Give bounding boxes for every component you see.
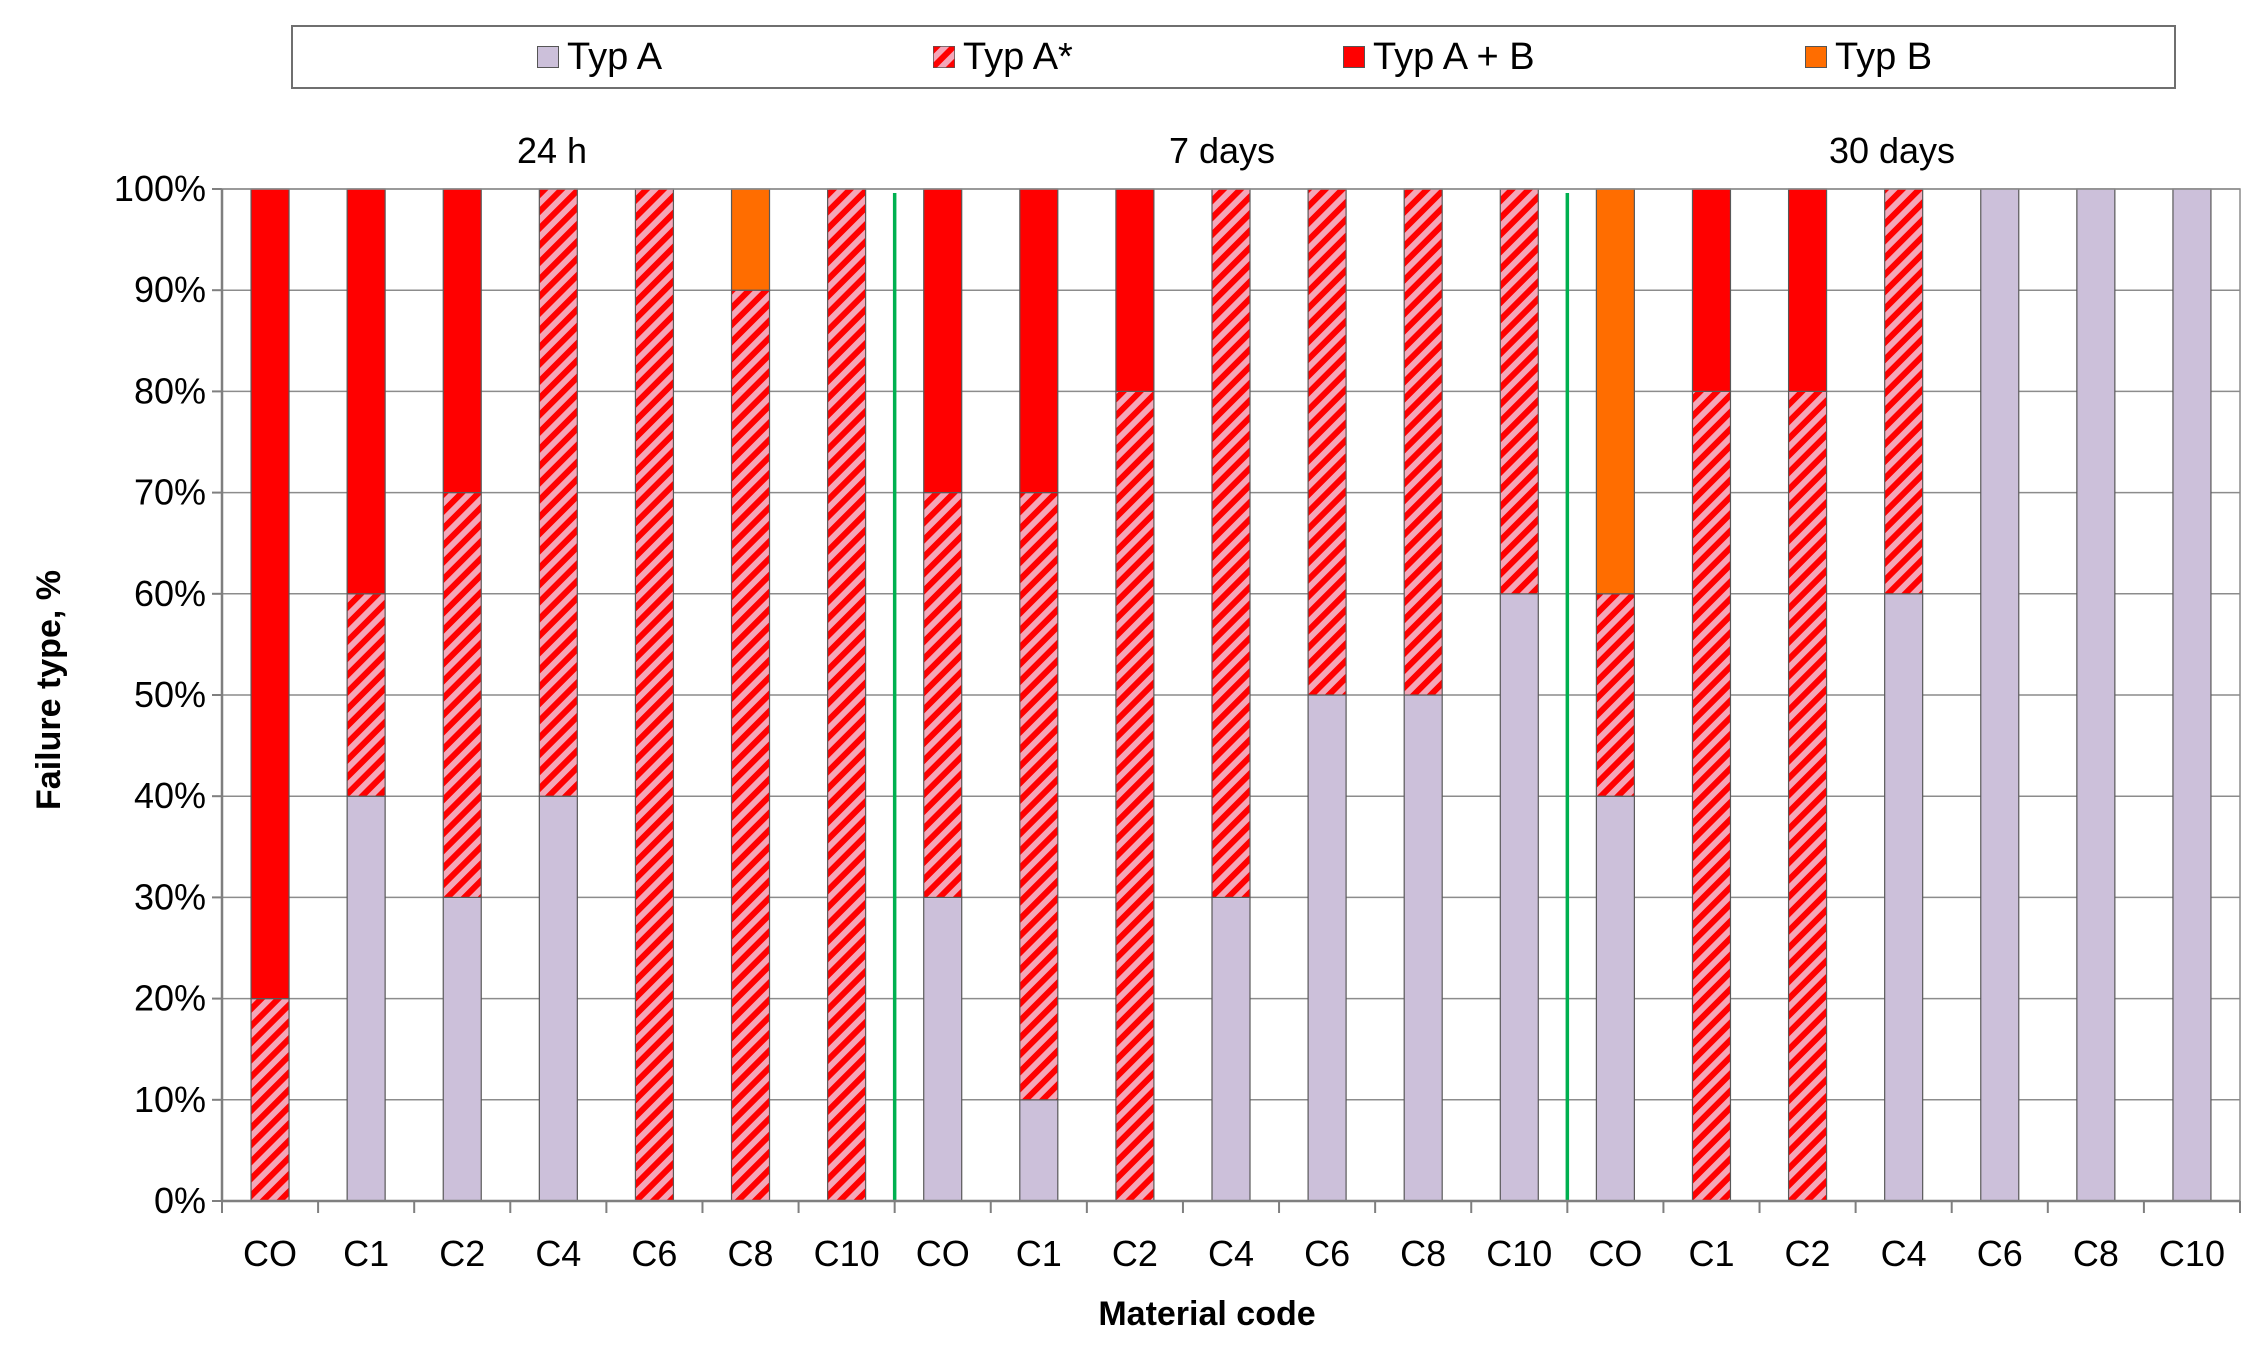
bar-segment-typ-a-9 xyxy=(1115,390,1155,1202)
bar-segment-typ-a-12 xyxy=(1403,694,1443,1202)
legend-label-typ-a: Typ A xyxy=(567,35,663,78)
y-tick-label: 10% xyxy=(134,1079,206,1120)
axes xyxy=(220,188,2241,1213)
y-tick-label: 100% xyxy=(114,168,206,209)
legend: Typ A Typ A* Typ A + B Typ B xyxy=(291,25,2176,89)
x-tick-label: C4 xyxy=(535,1233,581,1274)
bar-segment-typ-a-b-9 xyxy=(1115,188,1155,392)
bar-segment-typ-a-7 xyxy=(923,896,963,1202)
x-tick-label: C1 xyxy=(1016,1233,1062,1274)
legend-label-typ-a-b: Typ A + B xyxy=(1373,35,1535,78)
x-tick-label: CO xyxy=(243,1233,297,1274)
bar-segment-typ-a-11 xyxy=(1307,188,1347,696)
bar-segment-typ-a-b-0 xyxy=(250,188,290,1000)
bar-segment-typ-a-18 xyxy=(1980,188,2020,1202)
x-tick-label: C10 xyxy=(2159,1233,2225,1274)
x-axis-title: Material code xyxy=(1098,1295,1315,1333)
x-tick-label: C8 xyxy=(2073,1233,2119,1274)
x-tick-label: C4 xyxy=(1881,1233,1927,1274)
x-tick-label: C8 xyxy=(1400,1233,1446,1274)
x-tick-label: C6 xyxy=(631,1233,677,1274)
y-tick-label: 70% xyxy=(134,472,206,513)
bars xyxy=(250,188,2212,1202)
bar-segment-typ-a-17 xyxy=(1884,188,1924,595)
y-tick-label: 40% xyxy=(134,775,206,816)
bar-segment-typ-a-11 xyxy=(1307,694,1347,1202)
legend-item-typ-a: Typ A xyxy=(537,27,662,87)
y-tick-label: 20% xyxy=(134,978,206,1019)
legend-item-typ-a-star: Typ A* xyxy=(933,27,1073,87)
x-tick-label: C10 xyxy=(814,1233,880,1274)
bar-segment-typ-a-16 xyxy=(1787,390,1828,1202)
group-labels: 24 h 7 days 30 days xyxy=(517,130,1955,171)
legend-item-typ-a-b: Typ A + B xyxy=(1343,27,1535,87)
bar-segment-typ-a-b-16 xyxy=(1787,188,1828,392)
group-label: 24 h xyxy=(517,130,587,171)
bar-segment-typ-a-19 xyxy=(2076,188,2116,1202)
y-tick-label: 60% xyxy=(134,573,206,614)
legend-swatch-typ-a-b xyxy=(1343,46,1365,68)
legend-swatch-typ-b xyxy=(1805,46,1827,68)
x-tick-label: C6 xyxy=(1304,1233,1350,1274)
bar-segment-typ-a-20 xyxy=(2172,188,2212,1202)
x-tick-label: C1 xyxy=(1688,1233,1734,1274)
x-tick-label: CO xyxy=(916,1233,970,1274)
bar-segment-typ-a-14 xyxy=(1595,795,1635,1202)
group-separators xyxy=(892,193,1570,1201)
bar-segment-typ-a-0 xyxy=(250,997,290,1202)
bar-segment-typ-a-b-8 xyxy=(1019,188,1059,494)
bar-segment-typ-a-13 xyxy=(1499,593,1539,1202)
bar-segment-typ-b-5 xyxy=(730,188,771,291)
legend-label-typ-b: Typ B xyxy=(1835,35,1933,78)
bar-segment-typ-a-3 xyxy=(538,795,578,1202)
group-label: 30 days xyxy=(1829,130,1955,171)
legend-swatch-typ-a xyxy=(537,46,559,68)
bar-segment-typ-a-b-2 xyxy=(442,188,482,494)
bar-segment-typ-a-7 xyxy=(923,492,963,898)
group-label: 7 days xyxy=(1169,130,1275,171)
bar-segment-typ-a-14 xyxy=(1595,593,1635,797)
y-tick-label: 30% xyxy=(134,876,206,917)
legend-swatch-typ-a-star xyxy=(933,46,955,68)
bar-segment-typ-a-17 xyxy=(1884,593,1924,1202)
bar-segment-typ-a-8 xyxy=(1019,492,1059,1101)
bar-segment-typ-a-15 xyxy=(1691,390,1732,1202)
bar-segment-typ-a-8 xyxy=(1019,1099,1059,1202)
y-tick-label: 80% xyxy=(134,370,206,411)
bar-segment-typ-a-1 xyxy=(346,593,386,797)
y-axis-title: Failure type, % xyxy=(30,570,68,810)
bar-segment-typ-a-10 xyxy=(1211,896,1251,1202)
bar-segment-typ-a-2 xyxy=(442,896,482,1202)
bar-segment-typ-a-6 xyxy=(827,188,867,1202)
x-tick-labels: CO C1 C2 C4 C6 C8 C10 CO C1 C2 C4 C6 C8 C10 CO C1 C2 C4 C6… xyxy=(243,1233,2225,1274)
legend-item-typ-b: Typ B xyxy=(1805,27,1932,87)
bar-segment-typ-a-1 xyxy=(346,795,386,1202)
y-tick-label: 50% xyxy=(134,674,206,715)
bar-segment-typ-a-b-1 xyxy=(346,188,386,595)
y-tick-label: 90% xyxy=(134,269,206,310)
x-tick-label: C2 xyxy=(1785,1233,1831,1274)
x-tick-label: C10 xyxy=(1486,1233,1552,1274)
bar-segment-typ-a-12 xyxy=(1403,188,1443,696)
x-tick-label: C8 xyxy=(728,1233,774,1274)
legend-label-typ-a-star: Typ A* xyxy=(963,35,1073,78)
bar-segment-typ-a-10 xyxy=(1211,188,1251,899)
y-tick-labels: 0% 10% 20% 30% 40% 50% 60% 70% 80% 90% 100% xyxy=(114,168,206,1221)
x-tick-label: C4 xyxy=(1208,1233,1254,1274)
bar-segment-typ-b-14 xyxy=(1595,188,1635,595)
bar-segment-typ-a-2 xyxy=(442,492,482,898)
x-tick-label: C2 xyxy=(439,1233,485,1274)
x-tick-label: CO xyxy=(1588,1233,1642,1274)
x-tick-label: C1 xyxy=(343,1233,389,1274)
bar-segment-typ-a-b-15 xyxy=(1691,188,1732,392)
x-tick-label: C2 xyxy=(1112,1233,1158,1274)
bar-segment-typ-a-b-7 xyxy=(923,188,963,494)
x-tick-label: C6 xyxy=(1977,1233,2023,1274)
bar-segment-typ-a-3 xyxy=(538,188,578,797)
y-tick-label: 0% xyxy=(154,1180,206,1221)
bar-segment-typ-a-13 xyxy=(1499,188,1539,595)
bar-segment-typ-a-5 xyxy=(730,289,771,1202)
bar-segment-typ-a-4 xyxy=(634,188,675,1202)
